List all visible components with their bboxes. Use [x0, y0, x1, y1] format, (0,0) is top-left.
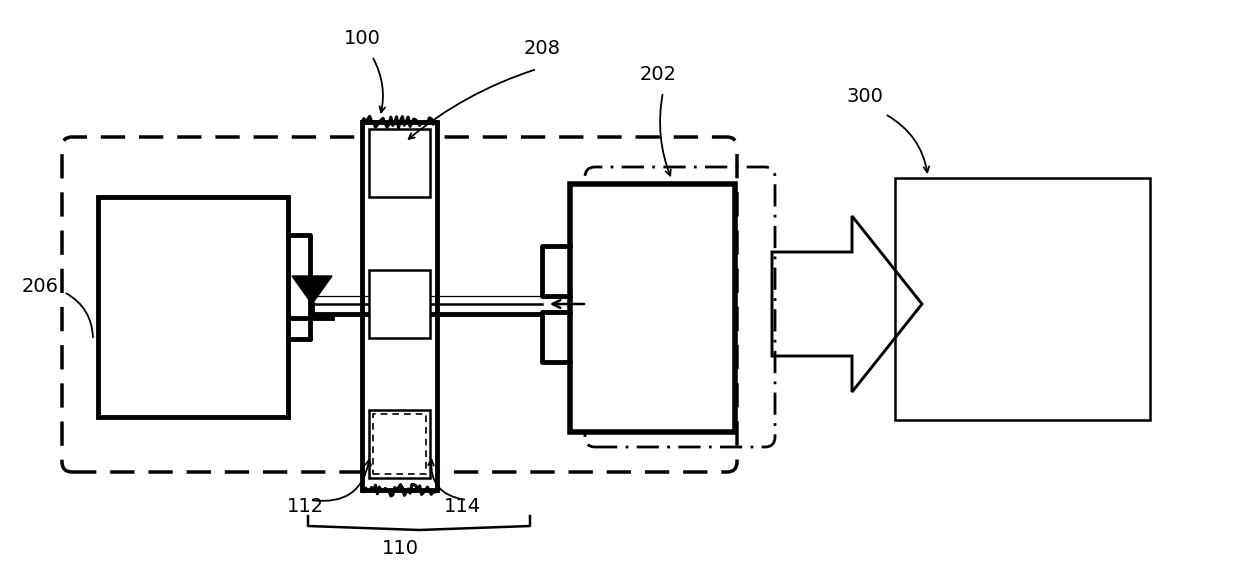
Text: 100: 100 — [343, 29, 381, 48]
Bar — [370, 410, 430, 478]
Bar — [370, 270, 430, 338]
Text: 110: 110 — [382, 539, 419, 558]
Bar — [370, 129, 430, 197]
Text: 206: 206 — [22, 277, 60, 296]
Polygon shape — [291, 276, 332, 304]
Bar — [373, 414, 427, 474]
Text: 112: 112 — [286, 497, 324, 516]
Bar — [570, 184, 735, 432]
Bar — [895, 178, 1149, 420]
Text: 114: 114 — [444, 497, 481, 516]
Text: 202: 202 — [640, 65, 677, 84]
Bar — [362, 122, 436, 490]
Bar — [98, 197, 288, 417]
Text: 208: 208 — [523, 39, 560, 58]
Text: 300: 300 — [847, 87, 883, 106]
